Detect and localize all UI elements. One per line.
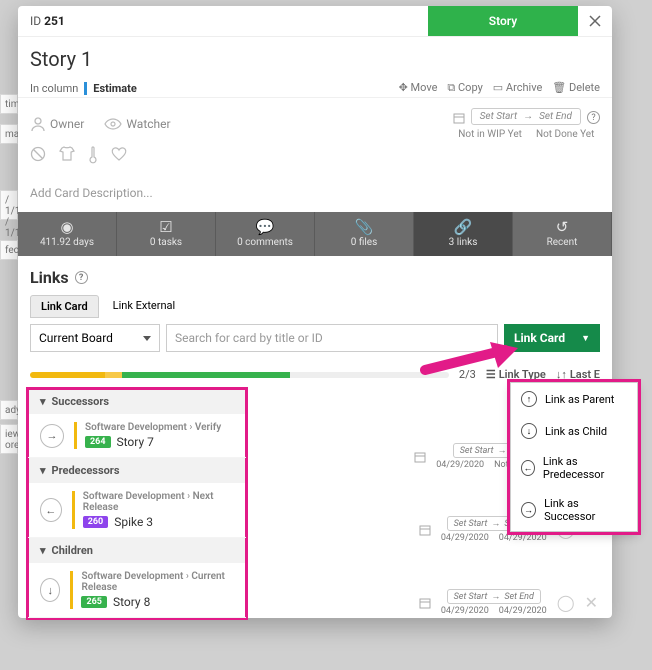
archive-action[interactable]: ▭ Archive (493, 81, 543, 95)
history-icon: ↺ (513, 220, 611, 235)
option-link-parent[interactable]: ↑Link as Parent (511, 383, 637, 415)
meta-row: Owner Watcher Set Start → Set End ? Not … (18, 98, 612, 140)
linked-card[interactable]: → Software Development › Verify 264 Story… (28, 414, 246, 458)
id-label: ID (30, 14, 41, 28)
section-header[interactable]: ▾Children (28, 538, 246, 563)
card-actions: ✥ Move ⧉ Copy ▭ Archive 🗑 Delete (399, 81, 600, 95)
option-link-successor[interactable]: →Link as Successor (511, 489, 637, 531)
column-row: In column Estimate ✥ Move ⧉ Copy ▭ Archi… (18, 77, 612, 98)
eye-icon (104, 118, 122, 130)
card-title[interactable]: Story 1 (18, 37, 612, 77)
section-header[interactable]: ▾Predecessors (28, 458, 246, 483)
chevron-down-icon: ▾ (40, 395, 46, 408)
tab-tasks[interactable]: ☑0 tasks (117, 212, 216, 256)
checklist-icon: ☑ (117, 220, 215, 235)
column-value[interactable]: Estimate (84, 82, 137, 95)
successor-icon: → (40, 424, 64, 448)
close-button[interactable] (578, 6, 612, 36)
shirt-icon[interactable] (58, 146, 76, 164)
link-mode-tabs: Link Card Link External (18, 295, 612, 318)
down-arrow-icon: ↓ (521, 423, 537, 439)
id-value: 251 (44, 14, 65, 28)
watcher-field[interactable]: Watcher (104, 117, 170, 131)
calendar-icon (419, 597, 431, 609)
date-pill[interactable]: Set Start → Set End (471, 108, 581, 125)
person-icon (30, 116, 46, 132)
link-type-dropdown: ↑Link as Parent ↓Link as Child ←Link as … (510, 382, 638, 532)
highlighted-links-area: ▾Successors → Software Development › Ver… (28, 389, 246, 618)
option-link-predecessor[interactable]: ←Link as Predecessor (511, 447, 637, 489)
comment-icon: 💬 (216, 220, 314, 235)
delete-action[interactable]: 🗑 Delete (552, 81, 600, 95)
gauge-icon: ◉ (18, 220, 116, 235)
up-arrow-icon: ↑ (521, 391, 537, 407)
tab-files[interactable]: 📎0 files (315, 212, 414, 256)
help-icon[interactable]: ? (587, 111, 600, 124)
section-successors: ▾Successors → Software Development › Ver… (28, 389, 246, 458)
card-name: Spike 3 (114, 515, 153, 529)
done-status: Not Done Yet (536, 129, 594, 140)
owner-label: Owner (50, 117, 84, 131)
links-heading: Links ? (18, 256, 612, 295)
board-select[interactable]: Current Board (30, 324, 160, 352)
predecessor-icon: ← (40, 498, 62, 522)
section-header[interactable]: ▾Successors (28, 389, 246, 414)
help-icon[interactable]: ? (75, 271, 88, 284)
annotation-arrow (420, 340, 520, 380)
card-name: Story 8 (113, 595, 150, 609)
chevron-down-icon (143, 336, 151, 341)
card-id: ID 251 (18, 6, 428, 36)
card-id-badge: 265 (81, 596, 107, 608)
heart-icon[interactable] (110, 146, 128, 164)
detail-tabs: ◉411.92 days ☑0 tasks 💬0 comments 📎0 fil… (18, 212, 612, 256)
calendar-icon (419, 524, 431, 536)
move-action[interactable]: ✥ Move (399, 81, 438, 95)
breadcrumb: Software Development › Next Release (83, 491, 234, 513)
unlink-icon[interactable]: ✕ (585, 593, 598, 612)
linked-card[interactable]: ↓ Software Development › Current Release… (28, 563, 246, 618)
column-prefix: In column (30, 82, 78, 95)
calendar-icon (453, 112, 465, 124)
tab-recent[interactable]: ↺Recent (513, 212, 612, 256)
modal-header: ID 251 Story (18, 6, 612, 37)
block-icon[interactable] (30, 146, 46, 164)
progress-bar (30, 372, 449, 378)
chevron-down-icon: ▼ (581, 333, 590, 344)
option-link-child[interactable]: ↓Link as Child (511, 415, 637, 447)
thermometer-icon[interactable] (88, 146, 98, 164)
linked-card[interactable]: ← Software Development › Next Release 26… (28, 483, 246, 538)
link-search-row: Current Board Search for card by title o… (18, 318, 612, 364)
tab-comments[interactable]: 💬0 comments (216, 212, 315, 256)
secondary-icons (18, 140, 612, 174)
breadcrumb: Software Development › Verify (85, 422, 221, 433)
section-predecessors: ▾Predecessors ← Software Development › N… (28, 458, 246, 538)
person-icon[interactable]: ◯ (557, 593, 575, 612)
tab-link-external[interactable]: Link External (103, 295, 186, 318)
owner-field[interactable]: Owner (30, 116, 84, 132)
wip-status: Not in WIP Yet (458, 129, 522, 140)
child-icon: ↓ (40, 578, 60, 602)
tab-days[interactable]: ◉411.92 days (18, 212, 117, 256)
right-arrow-icon: → (521, 502, 536, 518)
card-right-child: Set Start → Set End 04/29/202004/29/2020… (419, 589, 598, 616)
section-children: ▾Children ↓ Software Development › Curre… (28, 538, 246, 618)
paperclip-icon: 📎 (315, 220, 413, 235)
chevron-down-icon: ▾ (40, 464, 46, 477)
card-id-badge: 264 (85, 436, 111, 448)
dates-box: Set Start → Set End ? Not in WIP Yet Not… (453, 108, 600, 140)
description-field[interactable]: Add Card Description... (18, 174, 612, 212)
chevron-down-icon: ▾ (40, 544, 46, 557)
copy-action[interactable]: ⧉ Copy (447, 81, 482, 95)
sort-last-edit[interactable]: ↓↑ Last E (556, 368, 600, 381)
link-icon: 🔗 (414, 220, 512, 235)
card-name: Story 7 (117, 435, 154, 449)
card-id-badge: 260 (83, 516, 109, 528)
tab-link-card[interactable]: Link Card (30, 295, 99, 318)
calendar-icon (414, 451, 426, 463)
breadcrumb: Software Development › Current Release (81, 571, 234, 593)
watcher-label: Watcher (126, 117, 170, 131)
left-arrow-icon: ← (521, 460, 535, 476)
tab-links[interactable]: 🔗3 links (414, 212, 513, 256)
card-type-badge[interactable]: Story (428, 6, 578, 36)
